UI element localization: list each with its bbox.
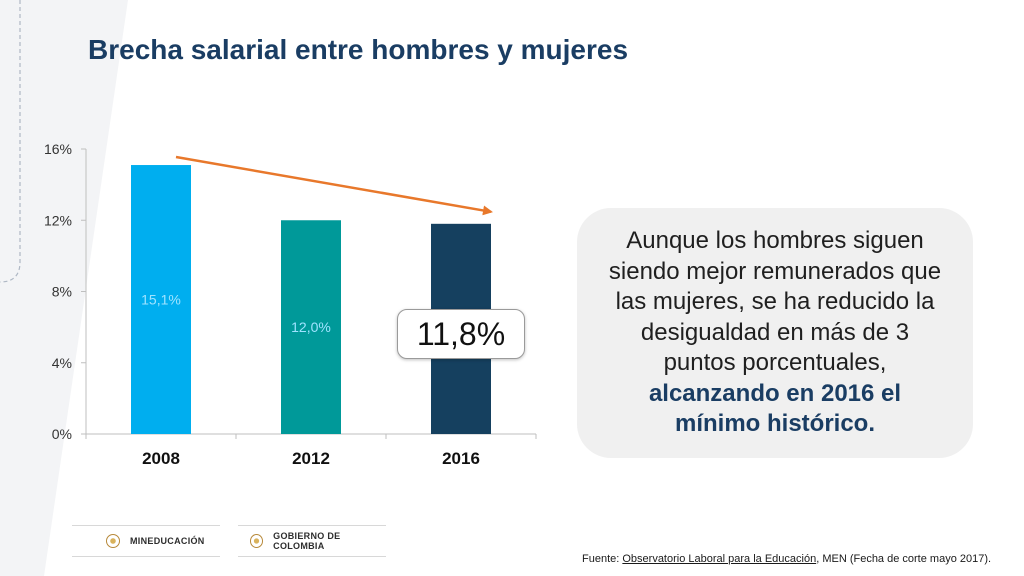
callout-line: siendo mejor remunerados que: [608, 257, 942, 285]
callout-line: las mujeres, se ha reducido la: [615, 288, 935, 315]
footer-source-name: Observatorio Laboral para la Educación: [622, 553, 817, 565]
logo-label: GOBIERNO DE COLOMBIA: [273, 531, 341, 551]
highlight-value-box: 11,8%: [397, 309, 525, 359]
page-title: Brecha salarial entre hombres y mujeres: [88, 34, 629, 65]
logo-label: MINEDUCACIÓN: [130, 536, 205, 546]
callout-line: puntos porcentuales,: [663, 349, 887, 376]
bar-data-label: 12,0%: [291, 319, 331, 335]
callout-line: Aunque los hombres siguen: [626, 227, 924, 254]
callout-bold-line: mínimo histórico.: [674, 410, 875, 437]
bar-2008: [131, 165, 191, 434]
y-tick-label: 12%: [44, 212, 72, 228]
mineducacion-logo: MINEDUCACIÓN: [72, 525, 220, 557]
y-tick-label: 4%: [52, 355, 72, 371]
footer-source: Fuente: Observatorio Laboral para la Edu…: [582, 553, 991, 565]
trend-arrow: [175, 155, 493, 216]
callout-box: [577, 208, 973, 458]
callout-bold-line: alcanzando en 2016 el: [648, 379, 902, 407]
bar-data-label: 15,1%: [141, 292, 181, 308]
x-tick-label: 2012: [292, 449, 330, 468]
y-tick-label: 16%: [44, 141, 72, 157]
y-tick-label: 0%: [52, 426, 72, 442]
bar-2012: [281, 220, 341, 434]
gobierno-logo: GOBIERNO DE COLOMBIA: [238, 525, 386, 557]
footer-prefix: Fuente:: [582, 553, 623, 565]
x-tick-label: 2008: [142, 449, 180, 468]
y-tick-label: 8%: [52, 284, 72, 300]
coat-of-arms-icon: [106, 534, 120, 548]
callout-text: Aunque los hombres siguen siendo mejor r…: [577, 226, 973, 440]
callout-line: desigualdad en más de 3: [640, 318, 910, 346]
coat-of-arms-icon: [250, 534, 264, 548]
footer-suffix: , MEN (Fecha de corte mayo 2017).: [816, 553, 992, 565]
x-tick-label: 2016: [442, 449, 480, 468]
